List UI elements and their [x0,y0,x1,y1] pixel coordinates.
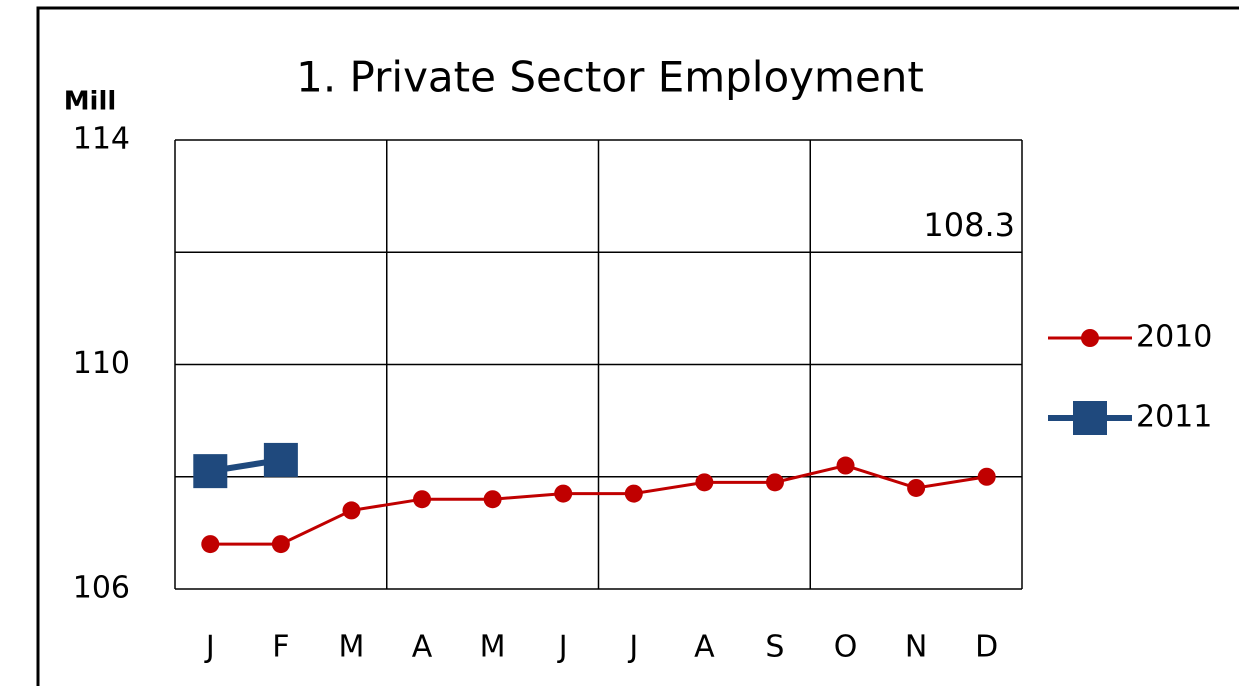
x-tick-label: J [557,630,568,665]
x-tick-label: F [272,630,289,665]
marker [765,473,784,492]
y-axis-label: Mill [64,87,117,117]
marker [836,456,855,475]
marker [271,535,290,554]
marker [695,473,714,492]
y-tick-label: 114 [73,122,130,157]
x-tick-label: S [765,630,784,665]
marker [263,442,298,477]
x-tick-label: M [339,630,365,665]
marker [624,484,643,503]
x-tick-label: A [694,630,715,665]
marker [977,467,996,486]
annotation: 108.3 [923,206,1015,244]
x-tick-label: J [204,630,215,665]
legend-label: 2010 [1136,320,1212,355]
legend-marker [1073,401,1107,435]
x-tick-label: J [627,630,638,665]
frame [36,6,1239,686]
marker [193,454,228,489]
marker [907,478,926,497]
legend-marker [1081,329,1099,347]
y-tick-label: 110 [73,346,130,381]
marker [413,490,432,509]
x-tick-label: M [480,630,506,665]
marker [483,490,502,509]
chart-title: 1. Private Sector Employment [296,53,924,102]
x-tick-label: N [905,630,927,665]
marker [201,535,220,554]
x-tick-label: O [834,630,858,665]
x-tick-label: A [412,630,433,665]
marker [342,501,361,520]
series-line [210,463,987,546]
x-tick-label: D [975,630,998,665]
marker [554,484,573,503]
legend-label: 2011 [1136,400,1212,435]
y-tick-label: 106 [73,571,130,606]
